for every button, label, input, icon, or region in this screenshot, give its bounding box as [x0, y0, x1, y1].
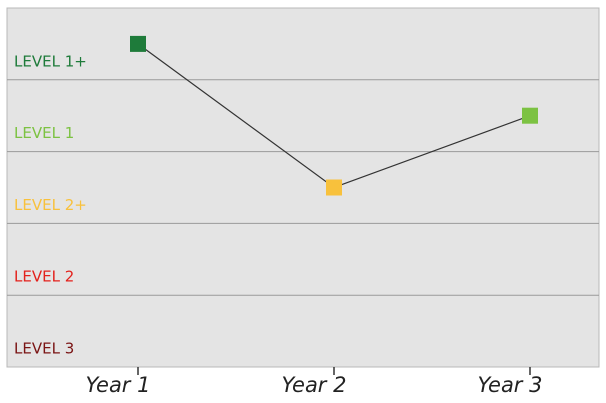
y-tick-label: LEVEL 2: [14, 268, 74, 286]
y-tick-label: LEVEL 3: [14, 340, 74, 358]
y-tick-label: LEVEL 1+: [14, 52, 87, 70]
x-tick-label: Year 1: [86, 373, 151, 397]
x-tick-label: Year 2: [282, 373, 347, 397]
data-point: [130, 35, 146, 52]
data-point: [326, 179, 342, 196]
x-tick-label: Year 3: [478, 373, 543, 397]
y-tick-label: LEVEL 1: [14, 124, 74, 142]
plot-area: [6, 7, 600, 368]
y-tick-label: LEVEL 2+: [14, 196, 87, 214]
data-point: [522, 107, 538, 124]
